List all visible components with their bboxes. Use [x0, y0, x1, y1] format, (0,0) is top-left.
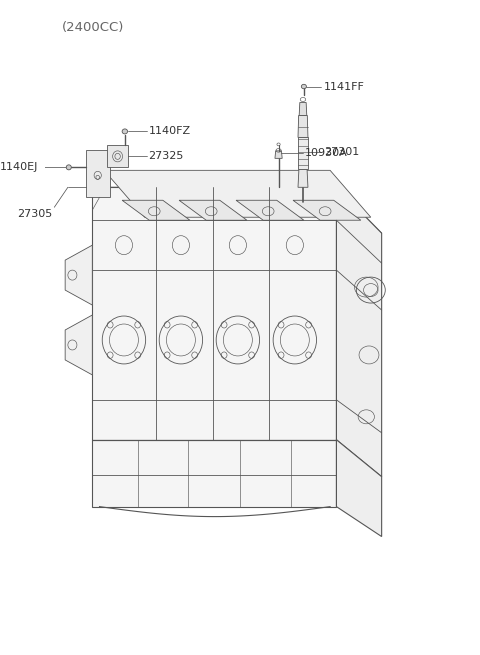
Ellipse shape — [66, 165, 72, 170]
Polygon shape — [298, 170, 308, 187]
Polygon shape — [92, 187, 382, 233]
Text: 27325: 27325 — [148, 151, 184, 161]
Polygon shape — [336, 440, 382, 536]
Text: (2400CC): (2400CC) — [61, 21, 124, 33]
Polygon shape — [122, 200, 190, 220]
Ellipse shape — [122, 129, 128, 134]
Polygon shape — [293, 200, 361, 220]
Polygon shape — [236, 200, 304, 220]
Polygon shape — [336, 187, 382, 477]
Polygon shape — [92, 440, 336, 506]
Ellipse shape — [301, 84, 306, 88]
Polygon shape — [298, 138, 309, 170]
Polygon shape — [65, 315, 92, 375]
Polygon shape — [275, 151, 282, 159]
Text: 27301: 27301 — [324, 147, 359, 157]
Polygon shape — [92, 187, 336, 440]
Polygon shape — [107, 145, 129, 167]
Text: 27305: 27305 — [17, 209, 52, 219]
Polygon shape — [298, 115, 308, 138]
Polygon shape — [86, 151, 110, 197]
Polygon shape — [65, 245, 92, 305]
Text: 1140EJ: 1140EJ — [0, 162, 38, 172]
Polygon shape — [179, 200, 247, 220]
Text: 10930A: 10930A — [305, 149, 348, 159]
Polygon shape — [299, 102, 307, 115]
Text: 1140FZ: 1140FZ — [148, 126, 191, 136]
Text: 1141FF: 1141FF — [324, 81, 365, 92]
Polygon shape — [104, 170, 371, 217]
